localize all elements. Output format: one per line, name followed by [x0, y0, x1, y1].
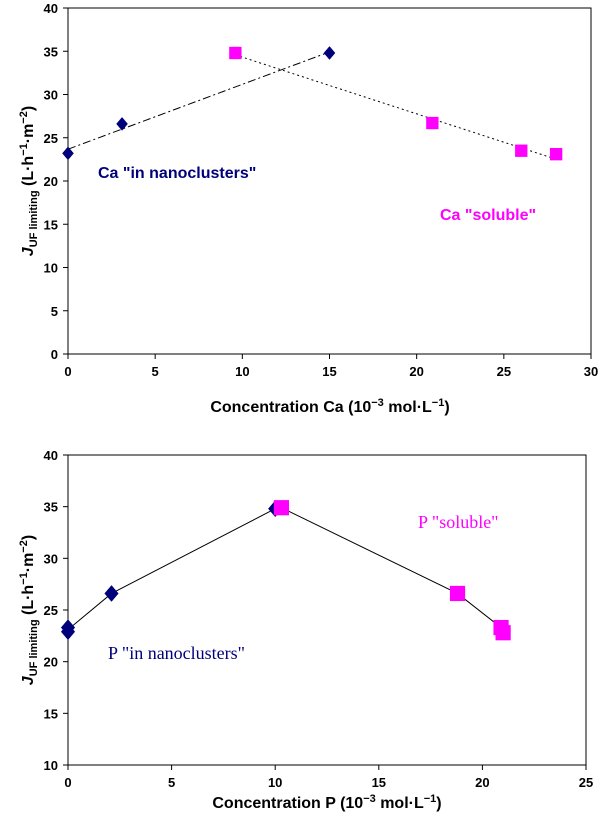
y-tick-label: 10	[44, 758, 58, 773]
x-tick-label: 0	[64, 775, 71, 790]
y-tick-label: 25	[44, 603, 58, 618]
y-tick-label: 20	[44, 655, 58, 670]
y-tick-label: 30	[44, 551, 58, 566]
x-axis-label-text: Concentration Ca (10	[210, 399, 371, 416]
y-tick-label: 35	[44, 44, 58, 59]
chart-p-marks	[60, 500, 511, 641]
legend-ca-nanoclusters: Ca "in nanoclusters"	[98, 165, 256, 182]
data-point-diamond	[116, 117, 128, 131]
x-axis-label-exp: −3	[371, 397, 384, 409]
chart-ca-ticks: 0 5 10 15 20 25 30 0 5 10 15 20 25 30 35 40	[44, 1, 599, 379]
data-point-square	[229, 46, 242, 60]
chart-ca-marks	[62, 46, 563, 161]
data-point-diamond	[104, 585, 119, 602]
data-point-square	[495, 625, 511, 641]
legend-ca-soluble: Ca "soluble"	[440, 207, 536, 224]
plot-frame	[67, 454, 587, 766]
y-tick-label: 25	[44, 131, 58, 146]
x-tick-label: 30	[584, 364, 598, 379]
x-tick-label: 25	[497, 364, 511, 379]
x-tick-label: 5	[168, 775, 175, 790]
x-tick-label: 15	[322, 364, 336, 379]
legend-p-soluble: P "soluble"	[418, 512, 499, 532]
legend-p-nanoclusters: P "in nanoclusters"	[108, 643, 245, 663]
data-point-square	[426, 116, 439, 130]
data-point-diamond	[60, 623, 76, 641]
x-tick-label: 10	[268, 775, 282, 790]
y-tick-label: 5	[51, 304, 58, 319]
data-point-square	[515, 144, 528, 157]
data-point-square	[549, 148, 563, 161]
y-tick-label: 30	[44, 88, 58, 103]
x-tick-label: 5	[152, 364, 159, 379]
y-tick-label: 40	[44, 1, 58, 16]
x-axis-label: Concentration Ca (10−3 mol·L−1)	[210, 397, 449, 416]
trendline-0	[67, 508, 276, 631]
data-point-diamond	[323, 46, 336, 60]
y-axis-label: JUF limiting (L·h−1·m−2)	[18, 535, 40, 685]
y-tick-label: 15	[44, 706, 58, 721]
y-tick-label: 10	[44, 261, 58, 276]
trendline-0	[67, 51, 330, 150]
y-tick-label: 15	[44, 217, 58, 232]
y-axis-label: JUF limiting (L·h−1·m−2)	[18, 106, 40, 256]
chart-ca: 0 5 10 15 20 25 30 0 5 10 15 20 25 30 35 40 Concentrati…	[18, 1, 598, 416]
x-tick-label: 15	[372, 775, 386, 790]
x-tick-label: 0	[64, 364, 71, 379]
y-tick-label: 20	[44, 174, 58, 189]
data-point-diamond	[62, 146, 74, 161]
data-point-square	[273, 500, 290, 516]
x-tick-label: 10	[235, 364, 249, 379]
y-tick-label: 35	[44, 500, 58, 515]
chart-p-ticks: 0 5 10 15 20 25 10 15 20 25 30 35 40	[44, 448, 594, 790]
y-tick-label: 0	[51, 347, 58, 362]
x-tick-label: 25	[579, 775, 593, 790]
x-axis-label: Concentration P (10−3 mol·L−1)	[212, 793, 441, 812]
trendline-1	[235, 54, 557, 160]
x-tick-label: 20	[475, 775, 489, 790]
chart-p: 0 5 10 15 20 25 10 15 20 25 30 35 40 Concentration P…	[18, 448, 593, 812]
data-point-square	[449, 585, 466, 602]
y-tick-label: 40	[44, 448, 58, 463]
x-tick-label: 20	[409, 364, 423, 379]
